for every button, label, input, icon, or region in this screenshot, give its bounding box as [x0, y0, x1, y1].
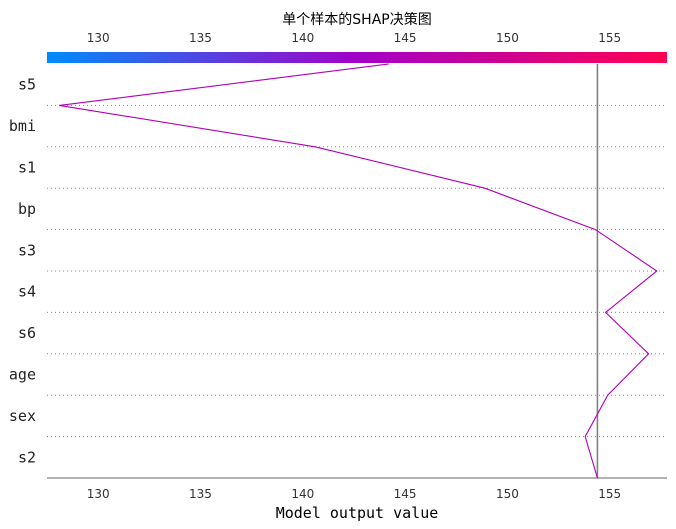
bottom-tick-label: 135 [189, 487, 212, 501]
feature-label-s1: s1 [18, 159, 36, 177]
top-tick-label: 130 [87, 31, 110, 45]
bottom-tick-label: 155 [598, 487, 621, 501]
feature-label-s4: s4 [18, 283, 36, 301]
top-tick-label: 135 [189, 31, 212, 45]
feature-label-age: age [9, 366, 36, 384]
top-tick-label: 145 [394, 31, 417, 45]
bottom-tick-label: 130 [87, 487, 110, 501]
feature-label-sex: sex [9, 407, 36, 425]
x-axis-label: Model output value [276, 504, 439, 522]
feature-label-s5: s5 [18, 76, 36, 94]
top-tick-label: 150 [496, 31, 519, 45]
top-tick-label: 155 [598, 31, 621, 45]
feature-label-bp: bp [18, 200, 36, 218]
decision-path-line [59, 63, 658, 479]
colorbar [47, 52, 667, 63]
chart-title: 单个样本的SHAP决策图 [282, 11, 431, 28]
feature-label-s2: s2 [18, 448, 36, 466]
feature-label-s3: s3 [18, 241, 36, 259]
feature-label-bmi: bmi [9, 117, 36, 135]
feature-label-s6: s6 [18, 324, 36, 342]
bottom-tick-labels: 130 135 140 145 150 155 [87, 487, 621, 501]
bottom-tick-label: 150 [496, 487, 519, 501]
feature-gridlines [47, 104, 667, 438]
bottom-tick-label: 140 [291, 487, 314, 501]
top-tick-labels: 130 135 140 145 150 155 [87, 31, 621, 45]
bottom-tick-label: 145 [394, 487, 417, 501]
top-tick-label: 140 [291, 31, 314, 45]
feature-labels: s5 bmi s1 bp s3 s4 s6 age sex s2 [9, 76, 36, 467]
